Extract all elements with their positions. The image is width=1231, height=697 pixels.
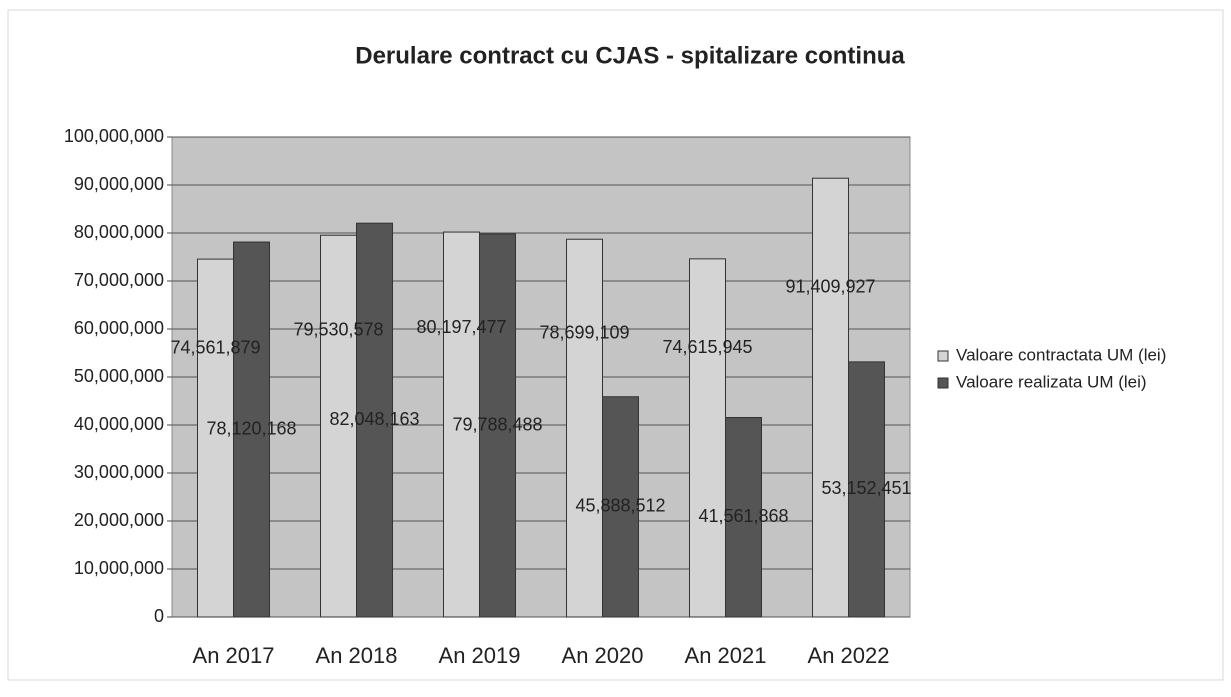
y-tick-label: 70,000,000 xyxy=(74,270,164,290)
bar xyxy=(848,361,885,618)
bar xyxy=(479,233,516,618)
y-tick-label: 20,000,000 xyxy=(74,510,164,530)
x-tick-label: An 2019 xyxy=(439,643,521,668)
bar xyxy=(233,241,270,618)
value-label: 74,615,945 xyxy=(662,337,752,357)
y-tick-label: 10,000,000 xyxy=(74,558,164,578)
y-tick-label: 80,000,000 xyxy=(74,222,164,242)
value-label: 91,409,927 xyxy=(785,277,875,297)
bar xyxy=(689,258,726,618)
value-label: 41,561,868 xyxy=(698,506,788,526)
legend-label: Valoare contractata UM (lei) xyxy=(956,345,1166,364)
value-label: 80,197,477 xyxy=(416,317,506,337)
y-tick-label: 90,000,000 xyxy=(74,174,164,194)
value-label: 79,788,488 xyxy=(452,414,542,434)
y-tick-label: 30,000,000 xyxy=(74,462,164,482)
value-label: 74,561,879 xyxy=(170,337,260,357)
value-label: 78,120,168 xyxy=(206,418,296,438)
legend-label: Valoare realizata UM (lei) xyxy=(956,372,1147,391)
bar xyxy=(443,231,480,618)
y-tick-label: 50,000,000 xyxy=(74,366,164,386)
bar xyxy=(602,396,639,618)
bar xyxy=(320,234,357,618)
bar xyxy=(566,238,603,618)
value-label: 45,888,512 xyxy=(575,496,665,516)
value-label: 53,152,451 xyxy=(821,478,911,498)
bar xyxy=(725,417,762,618)
x-tick-label: An 2021 xyxy=(685,643,767,668)
x-tick-label: An 2017 xyxy=(193,643,275,668)
bar xyxy=(356,222,393,618)
y-tick-label: 40,000,000 xyxy=(74,414,164,434)
value-label: 78,699,109 xyxy=(539,322,629,342)
bar xyxy=(812,177,849,618)
x-tick-label: An 2018 xyxy=(316,643,398,668)
bar xyxy=(197,258,234,618)
chart-title: Derulare contract cu CJAS - spitalizare … xyxy=(355,42,905,69)
value-label: 82,048,163 xyxy=(329,409,419,429)
value-label: 79,530,578 xyxy=(293,319,383,339)
legend-swatch xyxy=(937,350,949,362)
y-tick-label: 0 xyxy=(154,606,164,626)
x-tick-label: An 2020 xyxy=(562,643,644,668)
legend-swatch xyxy=(937,377,949,389)
y-tick-label: 100,000,000 xyxy=(64,126,164,146)
y-tick-label: 60,000,000 xyxy=(74,318,164,338)
x-tick-label: An 2022 xyxy=(808,643,890,668)
